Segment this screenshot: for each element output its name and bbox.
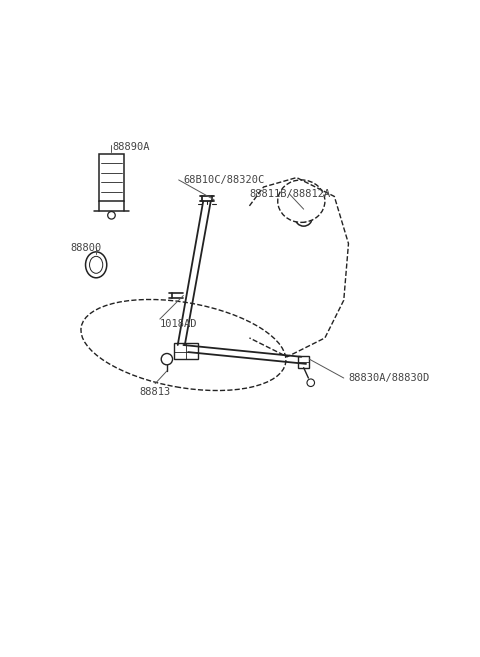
FancyBboxPatch shape xyxy=(174,343,198,359)
Circle shape xyxy=(108,212,115,219)
Ellipse shape xyxy=(278,180,325,222)
Circle shape xyxy=(307,379,314,386)
Text: 88830A/88830D: 88830A/88830D xyxy=(348,373,430,383)
Ellipse shape xyxy=(90,256,103,273)
Text: 68B10C/88320C: 68B10C/88320C xyxy=(183,175,264,185)
Text: 88890A: 88890A xyxy=(113,142,150,152)
Text: 88813: 88813 xyxy=(140,387,171,397)
Circle shape xyxy=(299,213,308,222)
Circle shape xyxy=(161,353,172,365)
Circle shape xyxy=(295,209,312,226)
Text: 88811B/88812A: 88811B/88812A xyxy=(250,189,331,199)
FancyBboxPatch shape xyxy=(298,356,309,368)
Text: 1018AD: 1018AD xyxy=(160,319,197,328)
Ellipse shape xyxy=(85,252,107,278)
FancyBboxPatch shape xyxy=(98,154,124,201)
Text: 88800: 88800 xyxy=(70,243,101,254)
